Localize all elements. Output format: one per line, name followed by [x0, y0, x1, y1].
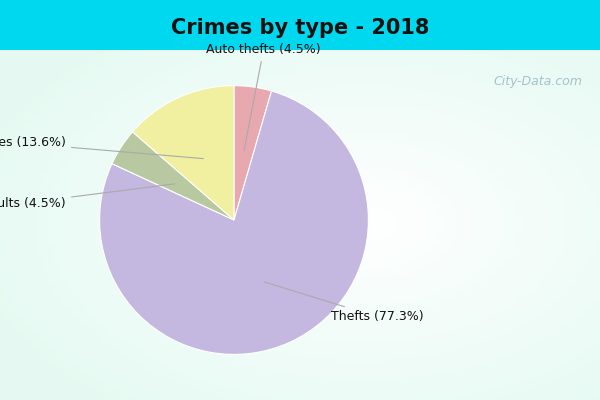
Text: Thefts (77.3%): Thefts (77.3%) [265, 282, 424, 323]
Wedge shape [112, 132, 234, 220]
Wedge shape [133, 86, 234, 220]
Text: Burglaries (13.6%): Burglaries (13.6%) [0, 136, 203, 159]
Text: Assaults (4.5%): Assaults (4.5%) [0, 184, 175, 210]
Text: Auto thefts (4.5%): Auto thefts (4.5%) [206, 43, 321, 151]
Wedge shape [234, 86, 272, 220]
Text: Crimes by type - 2018: Crimes by type - 2018 [171, 18, 429, 38]
Wedge shape [100, 91, 368, 354]
Text: City-Data.com: City-Data.com [493, 74, 582, 88]
